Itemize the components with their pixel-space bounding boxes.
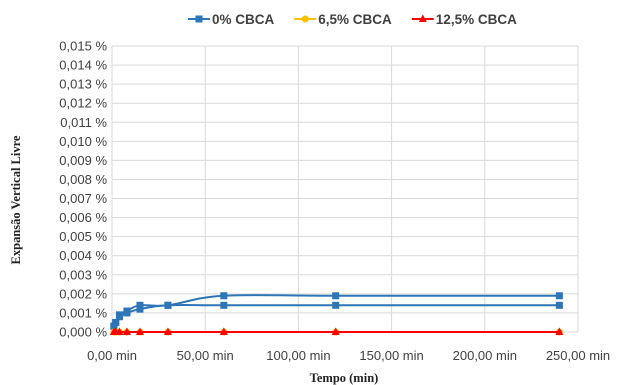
- legend-item: 12,5% CBCA: [411, 12, 517, 27]
- legend-marker: [418, 14, 427, 22]
- data-point: [163, 327, 172, 335]
- y-axis-ticks: 0,000 % 0,001 % 0,002 % 0,003 % 0,004 % 0,005…: [59, 39, 107, 340]
- y-tick-label: 0,001 %: [59, 305, 107, 320]
- y-tick-label: 0,007 %: [59, 191, 107, 206]
- x-tick-label: 250,00 min: [546, 348, 610, 363]
- data-point: [555, 301, 563, 309]
- x-axis-title: Tempo (min): [310, 371, 379, 385]
- data-point: [110, 322, 118, 330]
- data-point: [555, 292, 563, 300]
- data-point: [220, 292, 228, 300]
- y-tick-label: 0,013 %: [59, 77, 107, 92]
- y-tick-label: 0,003 %: [59, 267, 107, 282]
- x-tick-label: 200,00 min: [453, 348, 517, 363]
- y-tick-label: 0,004 %: [59, 248, 107, 263]
- data-point: [332, 301, 340, 309]
- data-point: [332, 292, 340, 300]
- data-point: [555, 327, 564, 335]
- y-tick-label: 0,006 %: [59, 210, 107, 225]
- data-point: [219, 327, 228, 335]
- x-tick-label: 0,00 min: [87, 348, 137, 363]
- series-group: [109, 292, 564, 336]
- x-tick-label: 100,00 min: [266, 348, 330, 363]
- legend-label: 12,5% CBCA: [436, 12, 517, 27]
- grid: [111, 45, 579, 333]
- x-tick-label: 150,00 min: [359, 348, 423, 363]
- x-axis-ticks: 0,00 min 50,00 min 100,00 min 150,00 min 200…: [87, 348, 610, 363]
- legend-marker: [301, 15, 309, 23]
- legend: 0% CBCA 6,5% CBCA 12,5% CBCA: [188, 12, 517, 27]
- y-tick-label: 0,010 %: [59, 134, 107, 149]
- series-0: [110, 292, 563, 330]
- y-axis-title: Expansão Vertical Livre: [9, 135, 23, 264]
- data-point: [123, 309, 131, 317]
- series-line: [112, 294, 560, 327]
- y-tick-label: 0,008 %: [59, 172, 107, 187]
- data-point: [135, 327, 144, 335]
- series-2: [109, 327, 564, 335]
- y-tick-label: 0,005 %: [59, 229, 107, 244]
- y-tick-label: 0,011 %: [60, 115, 107, 130]
- legend-item: 6,5% CBCA: [294, 12, 392, 27]
- y-tick-label: 0,015 %: [59, 39, 107, 54]
- y-tick-label: 0,009 %: [59, 153, 107, 168]
- legend-label: 6,5% CBCA: [318, 12, 392, 27]
- legend-marker: [195, 15, 203, 23]
- data-point: [136, 301, 144, 309]
- data-point: [164, 301, 172, 309]
- y-tick-label: 0,012 %: [59, 96, 107, 111]
- data-point: [115, 327, 124, 335]
- legend-item: 0% CBCA: [188, 12, 275, 27]
- data-point: [115, 313, 123, 321]
- data-point: [122, 327, 131, 335]
- x-tick-label: 50,00 min: [177, 348, 234, 363]
- data-point: [112, 318, 120, 326]
- legend-label: 0% CBCA: [212, 12, 275, 27]
- data-point: [220, 301, 228, 309]
- data-point: [331, 327, 340, 335]
- y-tick-label: 0,002 %: [59, 286, 107, 301]
- data-point: [136, 305, 144, 313]
- y-tick-label: 0,000 %: [59, 325, 107, 340]
- y-tick-label: 0,014 %: [59, 58, 107, 73]
